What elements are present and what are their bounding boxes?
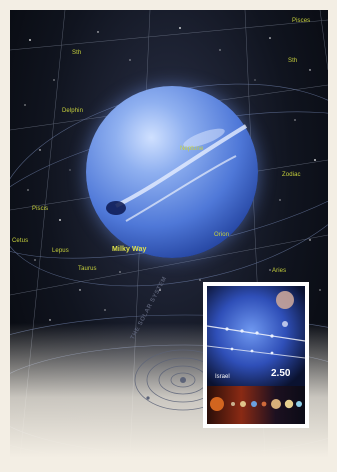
stamp-graphics xyxy=(207,291,305,359)
stamp-artwork: 2.50 Israel xyxy=(207,286,305,386)
postmark: THE SOLAR SYSTEM xyxy=(128,276,278,428)
postage-stamp: 2.50 Israel xyxy=(203,282,309,428)
label-orion: Orion xyxy=(214,232,230,238)
label-sth-top: Sth xyxy=(72,50,82,56)
label-pisces: Pisces xyxy=(292,18,311,24)
label-neptune: Neptune xyxy=(180,146,204,152)
stamp-value: 2.50 xyxy=(271,368,291,379)
stamp-country: Israel xyxy=(215,374,230,380)
great-dark-spot xyxy=(106,201,126,215)
label-taurus: Taurus xyxy=(78,266,97,272)
label-delphinus: Delphin xyxy=(62,108,84,114)
stamp-tab xyxy=(207,386,305,424)
label-aries: Aries xyxy=(272,268,287,274)
label-cetus: Cetus xyxy=(12,238,29,244)
neptune-planet xyxy=(86,86,258,258)
space-illustration: Pisces Sth Sth Delphin Neptune Zodiac Pi… xyxy=(10,10,328,458)
label-milky-way: Milky Way xyxy=(112,246,147,253)
label-piscis: Piscis xyxy=(32,206,49,212)
planet-features xyxy=(106,124,248,222)
label-zodiac: Zodiac xyxy=(282,172,301,178)
stamp-tab-planets xyxy=(210,397,302,411)
postmark-rings xyxy=(134,349,232,411)
label-sth-right: Sth xyxy=(288,58,298,64)
label-lepus: Lepus xyxy=(52,248,69,254)
